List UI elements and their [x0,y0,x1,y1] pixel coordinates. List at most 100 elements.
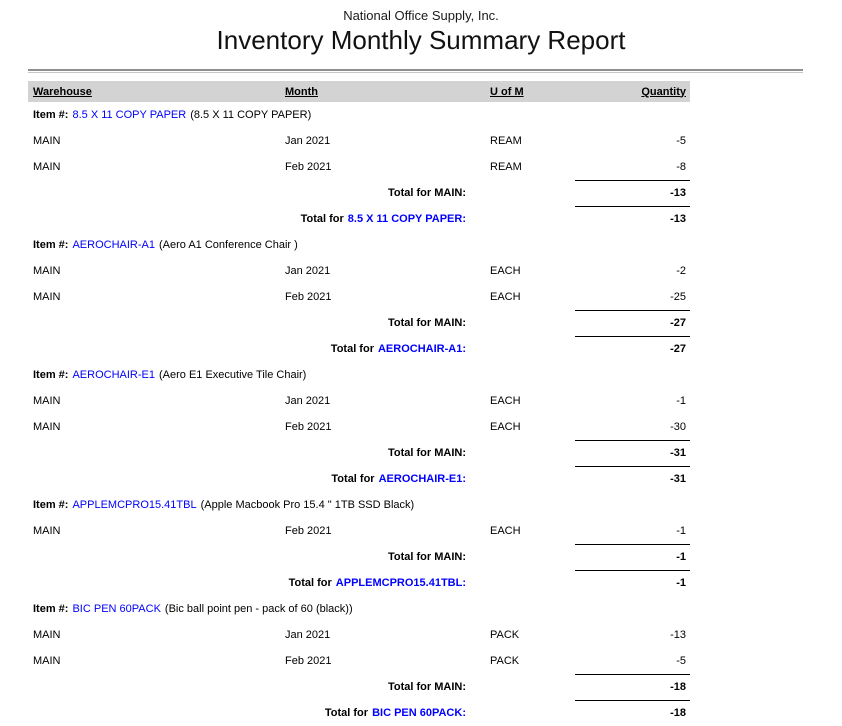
cell-quantity: -5 [676,135,686,147]
item-header: Item #: AEROCHAIR-E1 (Aero E1 Executive … [28,362,690,388]
total-colon: : [462,213,466,225]
cell-month: Jan 2021 [285,395,331,407]
item-code-link[interactable]: APPLEMCPRO15.41TBL [335,577,463,589]
table-row: MAIN Feb 2021 REAM -8 [28,154,690,180]
table-header-row: Warehouse Month U of M Quantity [28,81,690,102]
cell-quantity: -1 [676,525,686,537]
item-total-value: -18 [575,700,690,719]
cell-warehouse: MAIN [33,161,61,173]
item-total-row: Total for 8.5 X 11 COPY PAPER: -13 [28,206,690,232]
warehouse-total-row: Total for MAIN: -31 [28,440,690,466]
report-title: Inventory Monthly Summary Report [216,25,626,55]
cell-uom: EACH [490,421,521,433]
table-row: MAIN Jan 2021 EACH -1 [28,388,690,414]
item-total-row: Total for APPLEMCPRO15.41TBL: -1 [28,570,690,596]
item-description: (Apple Macbook Pro 15.4 " 1TB SSD Black) [200,499,415,511]
cell-warehouse: MAIN [33,395,61,407]
cell-month: Feb 2021 [285,525,332,537]
item-total-value: -31 [575,466,690,485]
cell-quantity: -2 [676,265,686,277]
warehouse-total-label: Total for MAIN: [387,447,466,459]
column-header-quantity: Quantity [641,85,686,98]
warehouse-total-label: Total for MAIN: [387,681,466,693]
warehouse-total-value: -31 [575,440,690,459]
cell-uom: REAM [490,135,522,147]
warehouse-total-row: Total for MAIN: -13 [28,180,690,206]
warehouse-total-label: Total for MAIN: [387,187,466,199]
company-name: National Office Supply, Inc. [343,8,499,23]
cell-warehouse: MAIN [33,421,61,433]
item-header: Item #: 8.5 X 11 COPY PAPER (8.5 X 11 CO… [28,102,690,128]
item-code-link[interactable]: 8.5 X 11 COPY PAPER [347,213,463,225]
cell-quantity: -1 [676,395,686,407]
table-row: MAIN Feb 2021 EACH -30 [28,414,690,440]
cell-warehouse: MAIN [33,629,61,641]
warehouse-total-value: -27 [575,310,690,329]
cell-quantity: -13 [670,629,686,641]
item-number-label: Item #: [33,239,69,251]
table-row: MAIN Feb 2021 EACH -1 [28,518,690,544]
total-for-label: Total for [330,343,374,355]
item-total-row: Total for AEROCHAIR-E1: -31 [28,466,690,492]
item-code-link[interactable]: AEROCHAIR-E1 [72,369,155,381]
table-row: MAIN Jan 2021 REAM -5 [28,128,690,154]
item-header: Item #: BIC PEN 60PACK (Bic ball point p… [28,596,690,622]
total-colon: : [462,343,466,355]
cell-warehouse: MAIN [33,655,61,667]
cell-month: Jan 2021 [285,135,331,147]
item-code-link[interactable]: AEROCHAIR-A1 [72,239,155,251]
item-code-link[interactable]: BIC PEN 60PACK [372,707,463,719]
item-code-link[interactable]: AEROCHAIR-E1 [378,473,463,485]
cell-warehouse: MAIN [33,135,61,147]
item-total-label: Total for AEROCHAIR-E1: [28,473,466,485]
cell-month: Jan 2021 [285,629,331,641]
header-divider-rule [28,69,803,73]
item-code-link[interactable]: 8.5 X 11 COPY PAPER [72,109,187,121]
item-number-label: Item #: [33,499,69,511]
table-row: MAIN Jan 2021 EACH -2 [28,258,690,284]
warehouse-total-label: Total for MAIN: [387,551,466,563]
cell-month: Feb 2021 [285,655,332,667]
table-row: MAIN Feb 2021 PACK -5 [28,648,690,674]
cell-uom: PACK [490,629,520,641]
warehouse-total-row: Total for MAIN: -18 [28,674,690,700]
total-colon: : [462,577,466,589]
cell-uom: REAM [490,161,522,173]
item-total-value: -27 [575,336,690,355]
item-description: (Aero A1 Conference Chair ) [159,239,298,251]
warehouse-total-label: Total for MAIN: [387,317,466,329]
item-total-label: Total for BIC PEN 60PACK: [28,707,466,719]
item-total-value: -1 [575,570,690,589]
column-header-month: Month [285,85,318,98]
cell-uom: EACH [490,395,521,407]
total-for-label: Total for [300,213,344,225]
table-row: MAIN Jan 2021 PACK -13 [28,622,690,648]
item-code-link[interactable]: AEROCHAIR-A1 [377,343,463,355]
cell-uom: PACK [490,655,520,667]
column-header-uom: U of M [490,85,524,98]
cell-quantity: -5 [676,655,686,667]
item-code-link[interactable]: APPLEMCPRO15.41TBL [72,499,197,511]
item-total-label: Total for APPLEMCPRO15.41TBL: [28,577,466,589]
item-description: (8.5 X 11 COPY PAPER) [190,109,312,121]
item-total-row: Total for AEROCHAIR-A1: -27 [28,336,690,362]
total-for-label: Total for [324,707,369,719]
item-code-link[interactable]: BIC PEN 60PACK [72,603,161,615]
cell-uom: EACH [490,525,521,537]
warehouse-total-value: -18 [575,674,690,693]
cell-month: Feb 2021 [285,161,332,173]
warehouse-total-value: -1 [575,544,690,563]
cell-quantity: -8 [676,161,686,173]
cell-uom: EACH [490,265,521,277]
table-row: MAIN Feb 2021 EACH -25 [28,284,690,310]
item-total-value: -13 [575,206,690,225]
cell-warehouse: MAIN [33,291,61,303]
report-table: Warehouse Month U of M Quantity Item #: … [28,81,690,726]
item-description: (Bic ball point pen - pack of 60 (black)… [164,603,353,615]
total-colon: : [462,707,466,719]
item-header: Item #: AEROCHAIR-A1 (Aero A1 Conference… [28,232,690,258]
cell-warehouse: MAIN [33,265,61,277]
item-total-label: Total for AEROCHAIR-A1: [28,343,466,355]
cell-uom: EACH [490,291,521,303]
